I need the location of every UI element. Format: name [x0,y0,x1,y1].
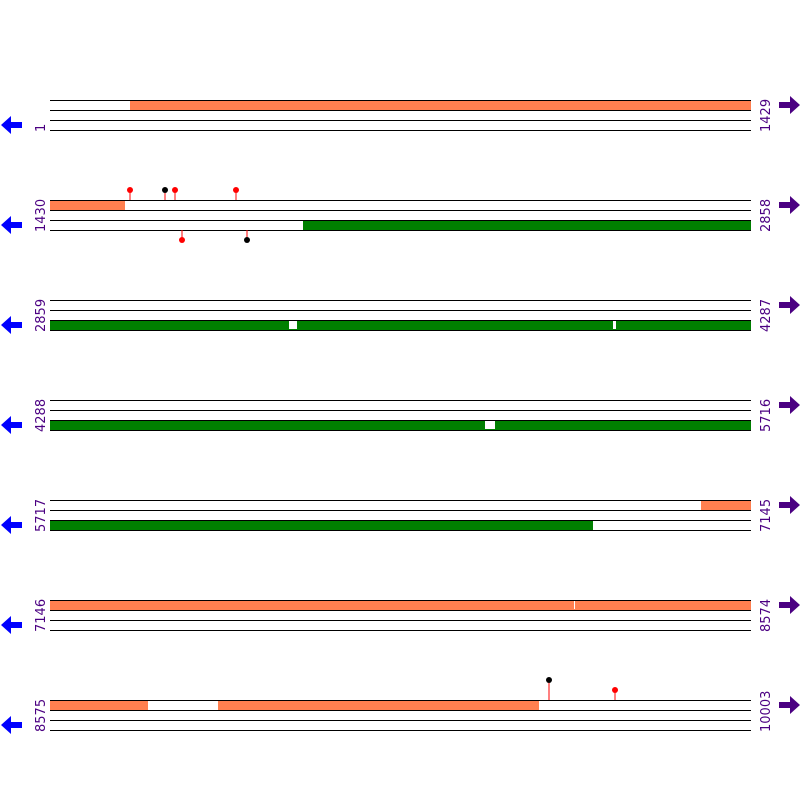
variant-marker [546,677,552,683]
forward-arrow [779,96,800,114]
row-end-label: 5716 [759,399,774,432]
forward-arrow [779,596,800,614]
variant-marker [179,237,185,243]
variant-marker [233,187,239,193]
sequence-row: 7146 8574 [1,596,800,634]
feature-gap [289,321,297,329]
sequence-row: 8575 10003 [1,677,800,734]
sequence-row: 1 1429 [1,96,800,134]
feature-bar [50,320,751,330]
forward-arrow [779,196,800,214]
forward-arrow [779,696,800,714]
sequence-row: 1430 2858 [1,187,800,243]
variant-marker [162,187,168,193]
feature-bar [303,220,751,230]
row-end-label: 10003 [759,691,774,732]
variant-marker [172,187,178,193]
forward-arrow [779,496,800,514]
feature-bar [50,520,593,530]
reverse-arrow [1,416,22,434]
variant-marker [612,687,618,693]
sequence-row: 2859 4287 [1,296,800,334]
row-start-label: 7146 [34,599,49,632]
feature-bar [130,100,751,110]
row-end-label: 2858 [759,199,774,232]
row-start-label: 4288 [34,399,49,432]
feature-gap [574,601,575,609]
row-end-label: 1429 [759,99,774,132]
feature-bar [50,200,125,210]
feature-bar [50,600,751,610]
feature-gap [613,321,616,329]
row-start-label: 1430 [34,199,49,232]
reverse-arrow [1,116,22,134]
variant-marker [127,187,133,193]
reverse-arrow [1,616,22,634]
row-start-label: 8575 [34,699,49,732]
row-start-label: 1 [34,124,49,132]
feature-gap [485,421,495,429]
row-end-label: 8574 [759,599,774,632]
feature-bar [50,420,751,430]
forward-arrow [779,396,800,414]
reverse-arrow [1,516,22,534]
variant-marker [244,237,250,243]
feature-bar [50,700,148,710]
feature-bar [218,700,539,710]
sequence-row: 5717 7145 [1,496,800,534]
row-start-label: 5717 [34,499,49,532]
row-end-label: 7145 [759,499,774,532]
reverse-arrow [1,316,22,334]
forward-arrow [779,296,800,314]
row-start-label: 2859 [34,299,49,332]
reverse-arrow [1,216,22,234]
row-end-label: 4287 [759,299,774,332]
reverse-arrow [1,716,22,734]
sequence-row: 4288 5716 [1,396,800,434]
feature-bar [701,500,751,510]
